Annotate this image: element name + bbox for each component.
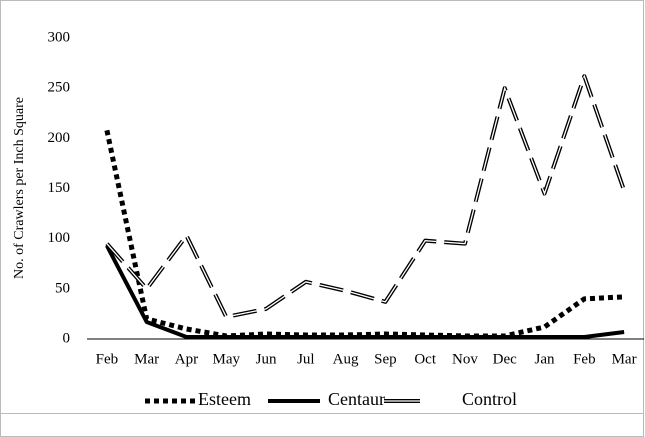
legend-label: Control — [462, 389, 517, 409]
x-tick-label: Oct — [414, 351, 436, 367]
y-tick-label: 150 — [48, 180, 71, 196]
y-axis-label: No. of Crawlers per Inch Square — [12, 97, 27, 279]
x-tick-label: Nov — [452, 351, 478, 367]
legend-label: Esteem — [198, 389, 251, 409]
series-line-core — [106, 74, 625, 318]
y-tick-label: 250 — [48, 80, 71, 96]
x-tick-label: Dec — [493, 351, 517, 367]
y-tick-label: 0 — [63, 330, 71, 346]
x-tick-label: Jan — [535, 351, 555, 367]
series-line — [104, 129, 625, 339]
x-tick-label: Mar — [134, 351, 159, 367]
x-tick-label: Sep — [374, 351, 397, 367]
y-tick-label: 100 — [48, 230, 71, 246]
x-tick-label: Feb — [573, 351, 596, 367]
x-tick-label: May — [213, 351, 241, 367]
y-tick-label: 200 — [48, 130, 71, 146]
legend-label: Centaur — [328, 389, 385, 409]
x-tick-label: Apr — [175, 351, 198, 367]
x-tick-label: Jun — [256, 351, 277, 367]
x-tick-label: Feb — [96, 351, 119, 367]
x-tick-label: Aug — [333, 351, 359, 367]
series-line — [105, 244, 625, 339]
x-tick-label: Mar — [612, 351, 637, 367]
x-tick-label: Jul — [297, 351, 315, 367]
y-tick-label: 300 — [48, 29, 71, 45]
y-tick-label: 50 — [55, 280, 70, 296]
